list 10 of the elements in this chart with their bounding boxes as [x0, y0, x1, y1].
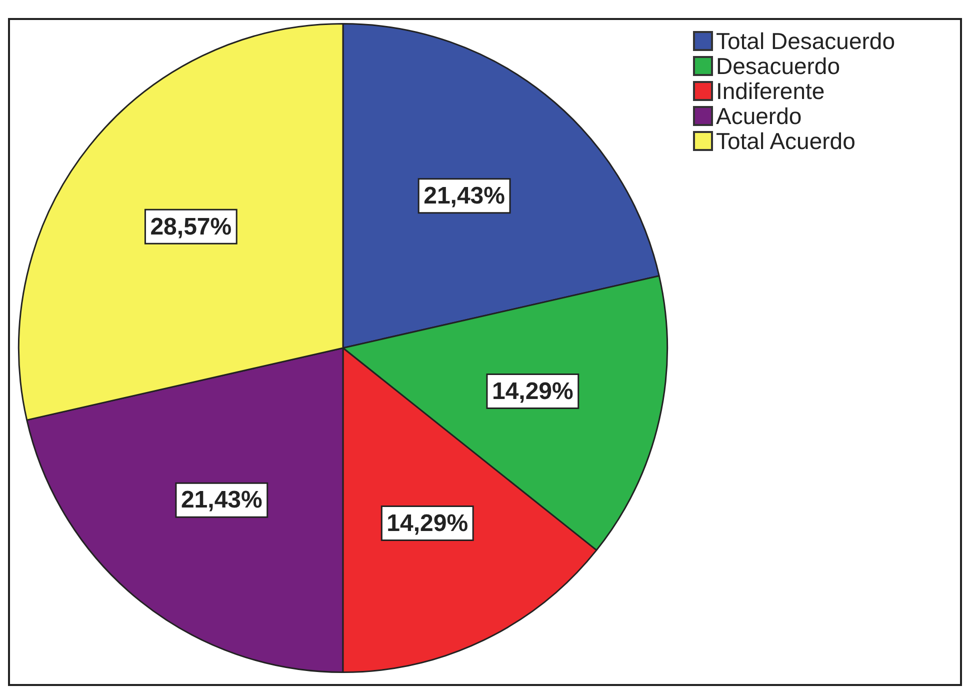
legend-label: Desacuerdo — [716, 53, 840, 79]
data-label: 14,29% — [492, 378, 574, 405]
data-label: 21,43% — [424, 182, 505, 210]
legend-label: Total Desacuerdo — [716, 28, 895, 54]
legend-label: Acuerdo — [716, 103, 802, 129]
legend-label: Indiferente — [716, 78, 825, 104]
data-label: 14,29% — [386, 510, 468, 537]
data-label: 21,43% — [180, 486, 262, 514]
data-label: 28,57% — [150, 213, 232, 240]
legend-label: Total Acuerdo — [716, 128, 856, 154]
